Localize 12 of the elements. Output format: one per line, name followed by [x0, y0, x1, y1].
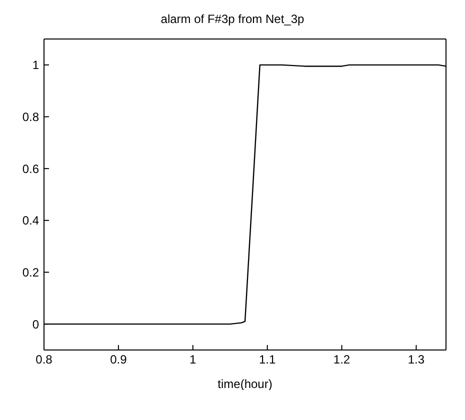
x-tick-label: 0.9 [110, 352, 128, 367]
y-tick-label: 0.4 [22, 214, 40, 228]
y-tick-label: 0.8 [22, 110, 40, 124]
chart-title: alarm of F#3p from Net_3p [160, 11, 306, 28]
y-tick-label: 0.6 [22, 162, 40, 176]
x-tick-label: 1.1 [258, 352, 276, 367]
y-tick-label: 0 [32, 317, 40, 332]
y-tick-label: 1 [32, 58, 40, 72]
x-tick-label: 1.2 [333, 352, 350, 367]
x-tick-label: 1.3 [408, 352, 425, 367]
y-tick-label: 0.2 [22, 266, 40, 280]
x-tick-label: 1 [190, 352, 197, 367]
